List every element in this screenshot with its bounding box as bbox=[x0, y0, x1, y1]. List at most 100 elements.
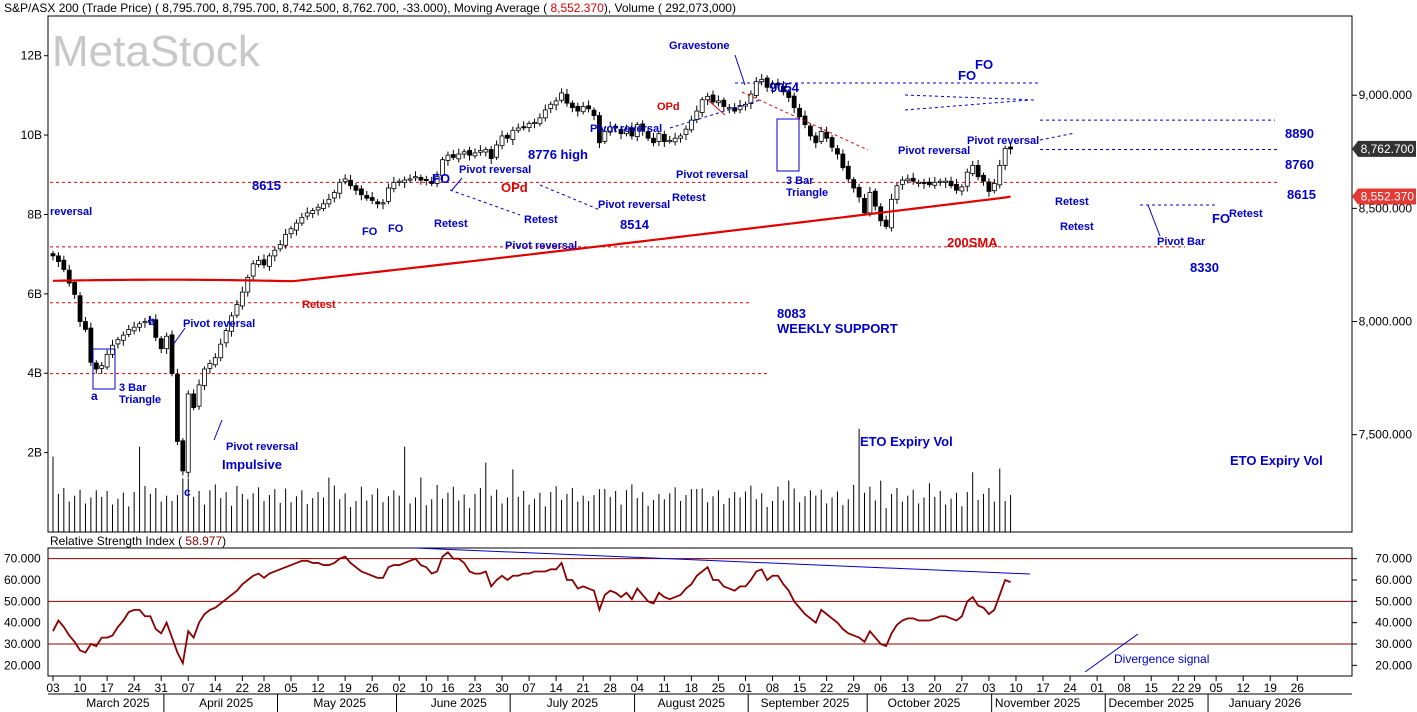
label-pivot-reversal-5: Pivot reversal bbox=[598, 199, 670, 211]
candle-body bbox=[521, 126, 527, 129]
candle-body bbox=[510, 129, 516, 140]
candle-body bbox=[256, 260, 261, 265]
date-tick-label: 25 bbox=[712, 681, 726, 695]
candle-body bbox=[461, 151, 467, 155]
label-fo-6: FO bbox=[1212, 211, 1230, 226]
price-tick-label: 8,000.000 bbox=[1359, 315, 1413, 329]
date-tick-label: 30 bbox=[495, 681, 509, 695]
rsi-tick-label: 60.000 bbox=[1375, 573, 1412, 587]
label-3bar-triangle-2b: Triangle bbox=[786, 187, 828, 199]
gravestone-pointer bbox=[734, 54, 746, 86]
candle-body bbox=[537, 117, 543, 125]
candle-body bbox=[678, 135, 683, 139]
candle-body bbox=[299, 217, 305, 224]
candle-body bbox=[753, 81, 759, 96]
volume-tick-label: 12B bbox=[21, 49, 42, 63]
candle-body bbox=[245, 276, 251, 293]
candle-body bbox=[56, 255, 61, 262]
date-tick-label: 06 bbox=[874, 681, 888, 695]
date-tick-label: 17 bbox=[1036, 681, 1050, 695]
label-retest-3: Retest bbox=[524, 214, 558, 226]
candle-body bbox=[872, 190, 878, 207]
candle-body bbox=[569, 102, 575, 109]
candle-body bbox=[640, 123, 646, 131]
candle-body bbox=[450, 154, 456, 158]
candle-body bbox=[239, 291, 245, 307]
candle-body bbox=[153, 319, 159, 338]
label-3bar-triangle-b: Triangle bbox=[119, 394, 161, 406]
candle-body bbox=[456, 153, 462, 160]
date-tick-label: 03 bbox=[982, 681, 996, 695]
candle-body bbox=[337, 181, 343, 194]
watermark-logo: MetaStock bbox=[52, 27, 261, 76]
label-fo-5: FO bbox=[975, 57, 993, 72]
date-tick-label: 22 bbox=[236, 681, 250, 695]
candle-body bbox=[294, 222, 299, 231]
rsi-left-tick-label: 30.000 bbox=[4, 637, 41, 651]
label-9054: 9054 bbox=[770, 80, 800, 95]
candle-body bbox=[688, 119, 694, 131]
candle-body bbox=[283, 233, 289, 246]
candle-body bbox=[710, 94, 716, 103]
price-axis: 9,000.000 8,500.000 8,000.000 7,500.000 8,76… bbox=[1352, 88, 1416, 442]
candle-body bbox=[856, 186, 862, 198]
candle-body bbox=[580, 106, 586, 113]
date-tick-label: 02 bbox=[393, 681, 407, 695]
candle-body bbox=[272, 249, 278, 257]
candle-body bbox=[483, 149, 489, 153]
candle-body bbox=[937, 180, 943, 183]
candle-body bbox=[321, 203, 326, 209]
date-tick-label: 08 bbox=[766, 681, 780, 695]
label-retest-4: Retest bbox=[672, 192, 706, 204]
label-reversal-left: reversal bbox=[50, 206, 92, 218]
label-8615: 8615 bbox=[252, 178, 281, 193]
candle-body bbox=[175, 373, 180, 442]
candle-body bbox=[672, 137, 678, 143]
date-tick-label: 03 bbox=[46, 681, 60, 695]
candle-body bbox=[694, 110, 700, 120]
candle-body bbox=[699, 99, 705, 113]
channel-line-june-2 bbox=[539, 184, 601, 211]
candle-body bbox=[748, 93, 754, 104]
price-pane-frame bbox=[47, 15, 1353, 533]
rsi-tick-label: 40.000 bbox=[1375, 616, 1412, 630]
candle-body bbox=[791, 95, 797, 109]
candle-body bbox=[867, 192, 873, 214]
candle-body bbox=[602, 131, 608, 142]
price-tick-label: 8,500.000 bbox=[1359, 201, 1413, 215]
price-tick-label: 9,000.000 bbox=[1359, 88, 1413, 102]
candle-body bbox=[304, 212, 310, 217]
candle-body bbox=[369, 197, 375, 201]
candle-body bbox=[488, 149, 494, 159]
candle-body bbox=[93, 362, 99, 370]
candle-body bbox=[185, 393, 191, 473]
candle-body bbox=[948, 180, 954, 187]
date-tick-label: 26 bbox=[1291, 681, 1305, 695]
candle-body bbox=[651, 137, 656, 144]
candle-body bbox=[916, 181, 921, 184]
month-label: July 2025 bbox=[547, 696, 599, 710]
date-tick-label: 16 bbox=[441, 681, 455, 695]
candle-body bbox=[331, 192, 337, 199]
date-tick-label: 17 bbox=[100, 681, 114, 695]
candle-body bbox=[164, 335, 170, 350]
candle-body bbox=[445, 154, 451, 161]
month-label: June 2025 bbox=[431, 696, 487, 710]
candle-body bbox=[883, 219, 889, 227]
candle-body bbox=[905, 178, 911, 182]
candle-body bbox=[591, 109, 597, 116]
date-tick-label: 12 bbox=[1237, 681, 1251, 695]
date-tick-label: 13 bbox=[901, 681, 915, 695]
candle-body bbox=[964, 171, 970, 187]
candle-body bbox=[597, 115, 602, 144]
candle-body bbox=[110, 344, 115, 355]
date-tick-label: 15 bbox=[793, 681, 807, 695]
candle-body bbox=[797, 107, 802, 118]
candle-body bbox=[234, 304, 240, 316]
candle-body bbox=[402, 179, 408, 183]
rsi-divergence-line-bottom bbox=[1084, 633, 1139, 673]
candle-body bbox=[618, 128, 624, 135]
date-tick-label: 08 bbox=[1118, 681, 1132, 695]
last-price-label: 8,762.700 bbox=[1361, 142, 1415, 156]
